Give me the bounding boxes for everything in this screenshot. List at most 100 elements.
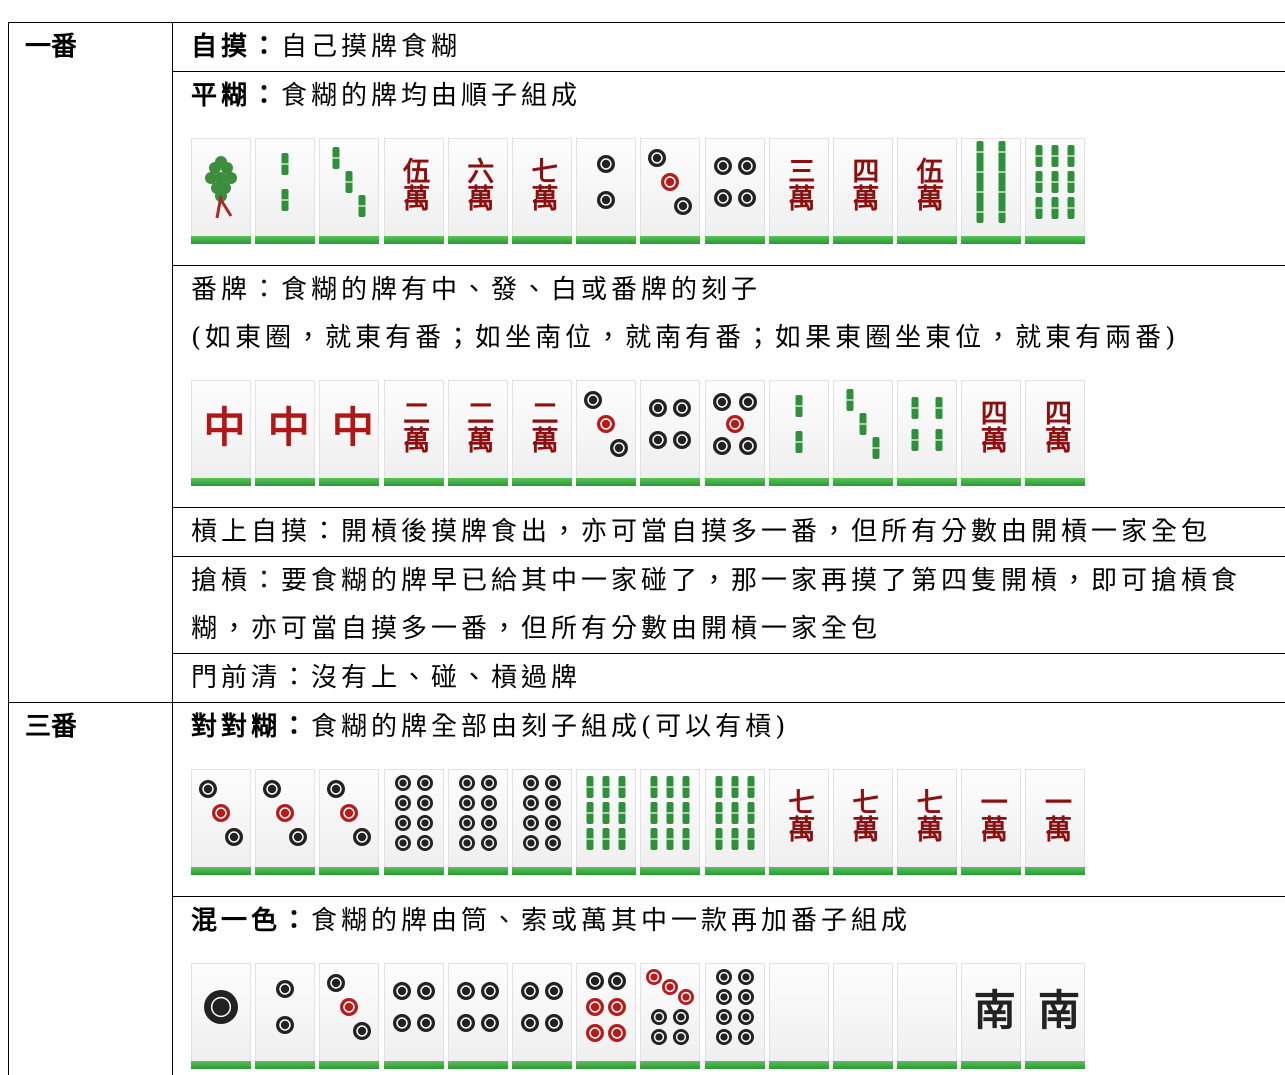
- tile-icon-part: [279, 1019, 291, 1031]
- rule-item: 搶槓：要食糊的牌早已給其中一家碰了，那一家再摸了第四隻開槓，即可搶槓食糊，亦可當…: [173, 556, 1285, 653]
- tile-icon-part: [589, 1027, 601, 1039]
- tile-text: 二萬: [398, 399, 430, 453]
- tile-face: 中: [191, 380, 251, 472]
- tile-face: [191, 963, 251, 1055]
- tile-icon-part: [461, 797, 472, 809]
- tile-icon-part: [715, 989, 732, 1005]
- tile-icon-part: [484, 1017, 496, 1029]
- tile: [576, 769, 637, 875]
- rule-line: 對對糊：食糊的牌全部由刻子組成(可以有槓): [191, 703, 1285, 751]
- tile: 一萬: [1025, 769, 1086, 875]
- tile: 中: [255, 380, 316, 486]
- tile-icon-part: [597, 415, 616, 433]
- tile-face: [384, 769, 444, 861]
- rule-line: 平糊：食糊的牌均由順子組成: [191, 72, 1285, 120]
- tile-icon: [911, 397, 943, 451]
- tile-icon-part: [480, 775, 497, 791]
- tile-icon-part: [600, 158, 612, 170]
- tile-icon-part: [456, 982, 475, 1000]
- tile-icon: [522, 775, 561, 851]
- tile-icon-part: [586, 998, 605, 1016]
- tile-text: 四萬: [847, 157, 879, 211]
- tile-text: 一萬: [1039, 788, 1071, 842]
- tile: 七萬: [768, 769, 829, 875]
- tile-icon-part: [394, 815, 411, 831]
- rule-name: 搶槓：: [191, 566, 282, 596]
- tile-icon-part: [738, 393, 757, 411]
- tile-icon-part: [715, 969, 732, 985]
- tile-icon-part: [737, 969, 754, 985]
- tile-icon-part: [651, 1029, 668, 1045]
- tile-icon: [646, 969, 695, 1045]
- tile-icon-part: [587, 394, 599, 406]
- tile: [640, 963, 701, 1069]
- tile: [768, 963, 829, 1069]
- tile-icon-part: [676, 402, 689, 414]
- tile-icon-part: [713, 157, 732, 175]
- tile-icon: [392, 982, 435, 1032]
- tile-icon-part: [544, 982, 563, 1000]
- tile: 南: [1025, 963, 1086, 1069]
- tile-icon-part: [458, 775, 475, 791]
- tile-icon-part: [715, 440, 728, 452]
- tile-icon-part: [718, 991, 729, 1003]
- tile-icon-part: [547, 837, 559, 849]
- tile: 中: [319, 380, 380, 486]
- tile-icon-part: [522, 795, 539, 811]
- tile-face: 南: [961, 963, 1021, 1055]
- tile-icon-part: [461, 837, 472, 849]
- tile: [255, 963, 316, 1069]
- tile-icon: [833, 963, 893, 1055]
- tile-row: 伍萬 六萬 七萬 三萬 四萬 伍萬: [191, 120, 1285, 265]
- tile-icon-part: [718, 1031, 729, 1043]
- tile-icon: [584, 391, 629, 457]
- tile-face: 伍萬: [384, 138, 444, 230]
- tile-text: 七萬: [847, 788, 879, 842]
- tile-icon-part: [215, 807, 227, 819]
- tile-icon-part: [584, 391, 603, 409]
- tile-icon-part: [327, 974, 346, 992]
- tile-face: 中: [319, 380, 379, 472]
- rule-item: 混一色：食糊的牌由筒、索或萬其中一款再加番子組成南南: [173, 896, 1285, 1075]
- tile-icon: [205, 156, 237, 219]
- tile-icon-part: [600, 194, 612, 206]
- tile-icon-part: [677, 200, 690, 212]
- tile: 四萬: [832, 138, 893, 244]
- tile-icon-part: [737, 989, 754, 1005]
- tile-icon-part: [225, 828, 243, 846]
- tile-text: 四萬: [1039, 399, 1071, 453]
- rule-name: 槓上自摸：: [191, 517, 342, 547]
- tile: 二萬: [447, 380, 508, 486]
- tile-face: 七萬: [897, 769, 957, 861]
- tile-icon-part: [461, 777, 472, 789]
- tile-icon-part: [712, 437, 731, 455]
- tile: [961, 138, 1022, 244]
- tile-face: [576, 138, 636, 230]
- tile-icon-part: [480, 815, 497, 831]
- tile-face: [512, 769, 572, 861]
- tile: 六萬: [447, 138, 508, 244]
- tile-icon: [456, 982, 499, 1032]
- tile-icon-part: [330, 977, 343, 989]
- tile-text: 中: [325, 405, 375, 447]
- tile-icon-part: [600, 418, 612, 430]
- tile-icon-part: [544, 835, 561, 851]
- tile-icon-part: [483, 837, 494, 849]
- tile-icon: [897, 963, 957, 1055]
- tile-icon: [715, 776, 754, 850]
- tile-icon-part: [740, 1031, 751, 1043]
- table-row: 三番 對對糊：食糊的牌全部由刻子組成(可以有槓) 七萬 七萬 七萬 一萬 一萬 混一色：食糊的…: [9, 703, 1285, 1075]
- tile-icon-part: [419, 797, 430, 809]
- rule-cell: 自摸：自己摸牌食糊 平糊：食糊的牌均由順子組成 伍萬 六萬 七萬 三萬 四萬 伍萬 番牌：食糊的…: [173, 23, 1285, 702]
- tile-icon-part: [397, 777, 408, 789]
- tile-icon-part: [525, 837, 537, 849]
- rule-desc: 自己摸牌食糊: [281, 32, 462, 62]
- tile-icon: [204, 990, 238, 1024]
- tile-icon-part: [725, 415, 744, 433]
- tile-face: [833, 380, 893, 472]
- tile-icon: [649, 399, 692, 449]
- tile-face: [769, 380, 829, 472]
- tile-icon-part: [480, 982, 499, 1000]
- rule-name: 自摸：: [191, 32, 282, 62]
- tile-icon-part: [547, 817, 559, 829]
